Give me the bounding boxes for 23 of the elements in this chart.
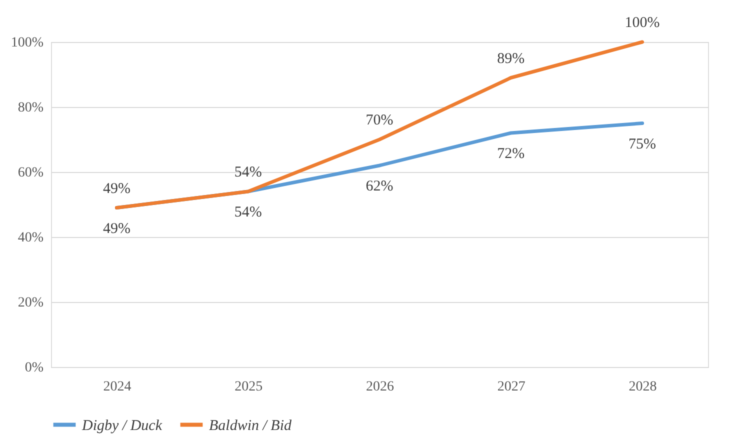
- x-tick-label: 2026: [366, 380, 394, 394]
- x-tick-label: 2027: [497, 380, 526, 394]
- legend-label: Baldwin / Bid: [209, 418, 292, 434]
- data-label: 70%: [366, 112, 394, 128]
- data-label: 62%: [366, 178, 394, 194]
- y-tick-label: 60%: [18, 166, 44, 180]
- data-label: 54%: [234, 204, 262, 220]
- y-tick-label: 0%: [24, 360, 44, 376]
- x-tick-label: 2024: [103, 380, 132, 394]
- y-tick-label: 40%: [18, 230, 44, 246]
- y-tick-label: 100%: [10, 36, 44, 50]
- x-tick-label: 2028: [628, 380, 657, 394]
- data-label: 54%: [234, 164, 262, 180]
- data-label: 49%: [102, 180, 130, 197]
- data-label: 72%: [497, 146, 525, 162]
- y-tick-label: 20%: [18, 296, 44, 310]
- data-label: 89%: [497, 50, 525, 67]
- data-label: 100%: [624, 15, 660, 31]
- legend-label: Digby / Duck: [81, 418, 162, 434]
- data-label: 75%: [628, 136, 656, 152]
- data-label: 49%: [102, 220, 130, 237]
- y-tick-label: 80%: [18, 100, 44, 116]
- x-tick-label: 2025: [234, 380, 263, 394]
